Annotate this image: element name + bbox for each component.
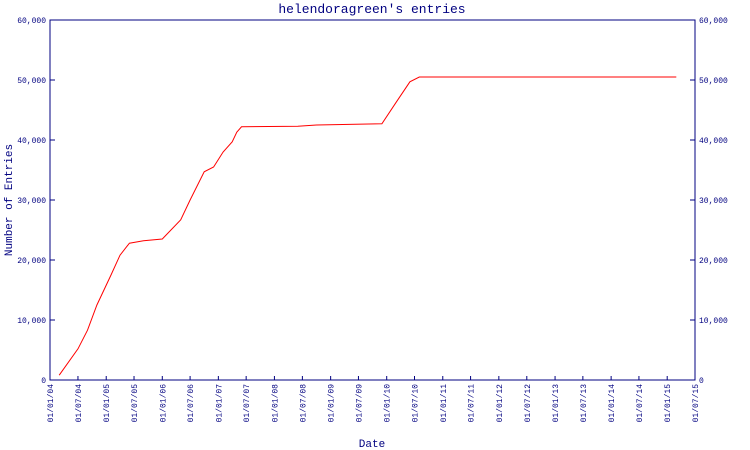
- x-tick-label: 01/07/04: [75, 384, 84, 423]
- chart-title: helendoragreen's entries: [278, 2, 465, 17]
- x-tick-label: 01/01/06: [159, 384, 168, 423]
- x-tick-label: 01/01/12: [496, 384, 505, 423]
- x-tick-label: 01/07/11: [468, 384, 477, 423]
- y-axis-label: Number of Entries: [4, 144, 16, 256]
- y2-tick-label: 10,000: [699, 317, 728, 326]
- x-axis-label: Date: [359, 439, 385, 450]
- x-tick-label: 01/07/07: [243, 384, 252, 423]
- y2-tick-label: 0: [699, 377, 704, 386]
- y-tick-label: 50,000: [17, 77, 46, 86]
- x-tick-label: 01/01/04: [47, 384, 56, 423]
- x-tick-label: 01/01/13: [552, 384, 561, 423]
- y2-tick-label: 30,000: [699, 197, 728, 206]
- x-tick-label: 01/07/10: [412, 384, 421, 423]
- x-tick-label: 01/01/08: [271, 384, 280, 423]
- x-tick-label: 01/01/09: [328, 384, 337, 423]
- x-tick-label: 01/01/11: [440, 384, 449, 423]
- y-tick-label: 40,000: [17, 137, 46, 146]
- y2-tick-label: 20,000: [699, 257, 728, 266]
- data-line: [58, 76, 677, 376]
- x-tick-label: 01/07/13: [580, 384, 589, 423]
- x-tick-label: 01/07/08: [299, 384, 308, 423]
- y2-tick-label: 40,000: [699, 137, 728, 146]
- x-tick-label: 01/07/12: [524, 384, 533, 423]
- x-tick-label: 01/07/06: [187, 384, 196, 423]
- y-tick-label: 30,000: [17, 197, 46, 206]
- plot-frame: [49, 19, 696, 381]
- x-tick-label: 01/07/14: [636, 384, 645, 423]
- x-tick-label: 01/07/09: [355, 384, 364, 423]
- x-tick-label: 01/07/15: [692, 384, 701, 423]
- x-tick-label: 01/07/05: [131, 384, 140, 423]
- x-tick-label: 01/01/15: [664, 384, 673, 423]
- y2-tick-label: 50,000: [699, 77, 728, 86]
- y-tick-label: 20,000: [17, 257, 46, 266]
- y2-tick-label: 60,000: [699, 17, 728, 26]
- y-tick-label: 10,000: [17, 317, 46, 326]
- x-tick-label: 01/01/07: [215, 384, 224, 423]
- x-tick-label: 01/01/10: [384, 384, 393, 423]
- x-tick-label: 01/01/05: [103, 384, 112, 423]
- y-tick-label: 0: [41, 377, 46, 386]
- x-tick-label: 01/01/14: [608, 384, 617, 423]
- y-tick-label: 60,000: [17, 17, 46, 26]
